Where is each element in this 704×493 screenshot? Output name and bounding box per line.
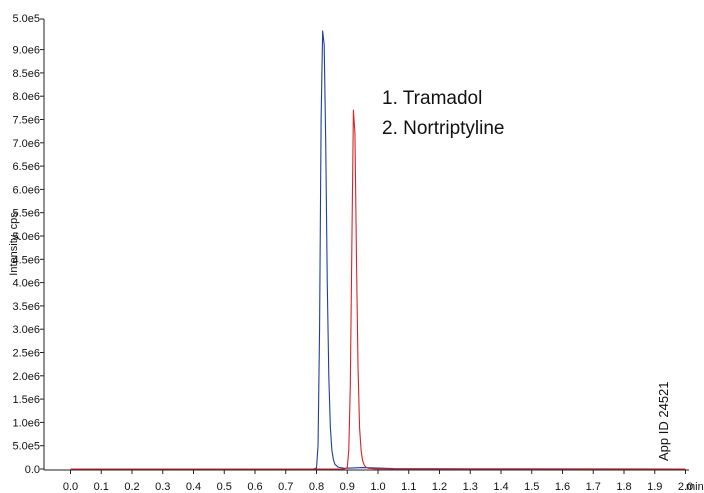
y-tick-label: 0.0 [25,464,40,476]
x-tick-label: 0.9 [340,481,355,493]
x-tick-label: 1.4 [493,481,508,493]
y-tick-label: 2.5e6 [12,348,40,360]
peak-label-1: 1. Tramadol [382,88,482,109]
y-tick-label: 6.5e6 [12,161,40,173]
x-tick-label: 0.1 [94,481,109,493]
x-tick-label: 0.8 [309,481,324,493]
x-axis-unit: min [686,481,704,493]
y-tick-label: 5.0e5 [12,441,40,453]
x-tick-label: 0.6 [247,481,262,493]
y-tick-label: 7.5e6 [12,115,40,127]
x-tick-label: 0.5 [217,481,232,493]
y-tick-label: 4.5e6 [12,254,40,266]
x-tick-label: 1.7 [586,481,601,493]
y-tick-label: 3.0e6 [12,324,40,336]
x-tick-label: 2.0 [678,481,693,493]
y-tick-label: 1.0e6 [12,417,40,429]
x-tick-label: 1.2 [432,481,447,493]
x-tick-label: 0.7 [278,481,293,493]
y-tick-label: 1.5e6 [12,394,40,406]
x-tick-label: 1.0 [370,481,385,493]
x-tick-label: 1.5 [524,481,539,493]
y-tick-label: 5.5e6 [12,208,40,220]
x-tick-label: 1.9 [647,481,662,493]
y-tick-label: 5.0e6 [12,231,40,243]
x-tick-label: 0.0 [63,481,78,493]
x-tick-label: 0.2 [124,481,139,493]
y-axis-title: Intensity, cps [8,212,20,276]
series-line-1 [70,30,686,470]
peak-label-2: 2. Nortriptyline [382,118,505,139]
x-tick-label: 1.1 [401,481,416,493]
x-tick-label: 1.6 [555,481,570,493]
y-tick-label: 3.5e6 [12,301,40,313]
x-tick-label: 1.8 [616,481,631,493]
y-tick-label: 7.0e6 [12,138,40,150]
y-tick-label: 9.0e6 [12,45,40,57]
app-id-label: App ID 24521 [656,381,671,461]
x-tick-label: 0.3 [155,481,170,493]
y-tick-label: 8.0e6 [12,91,40,103]
y-top-tick-label: 5.0e5 [12,13,40,25]
x-tick-label: 1.3 [463,481,478,493]
y-tick-label: 6.0e6 [12,184,40,196]
series-line-2 [70,109,686,470]
x-tick-label: 0.4 [186,481,201,493]
y-tick-label: 4.0e6 [12,278,40,290]
y-tick-label: 8.5e6 [12,68,40,80]
y-tick-label: 2.0e6 [12,371,40,383]
